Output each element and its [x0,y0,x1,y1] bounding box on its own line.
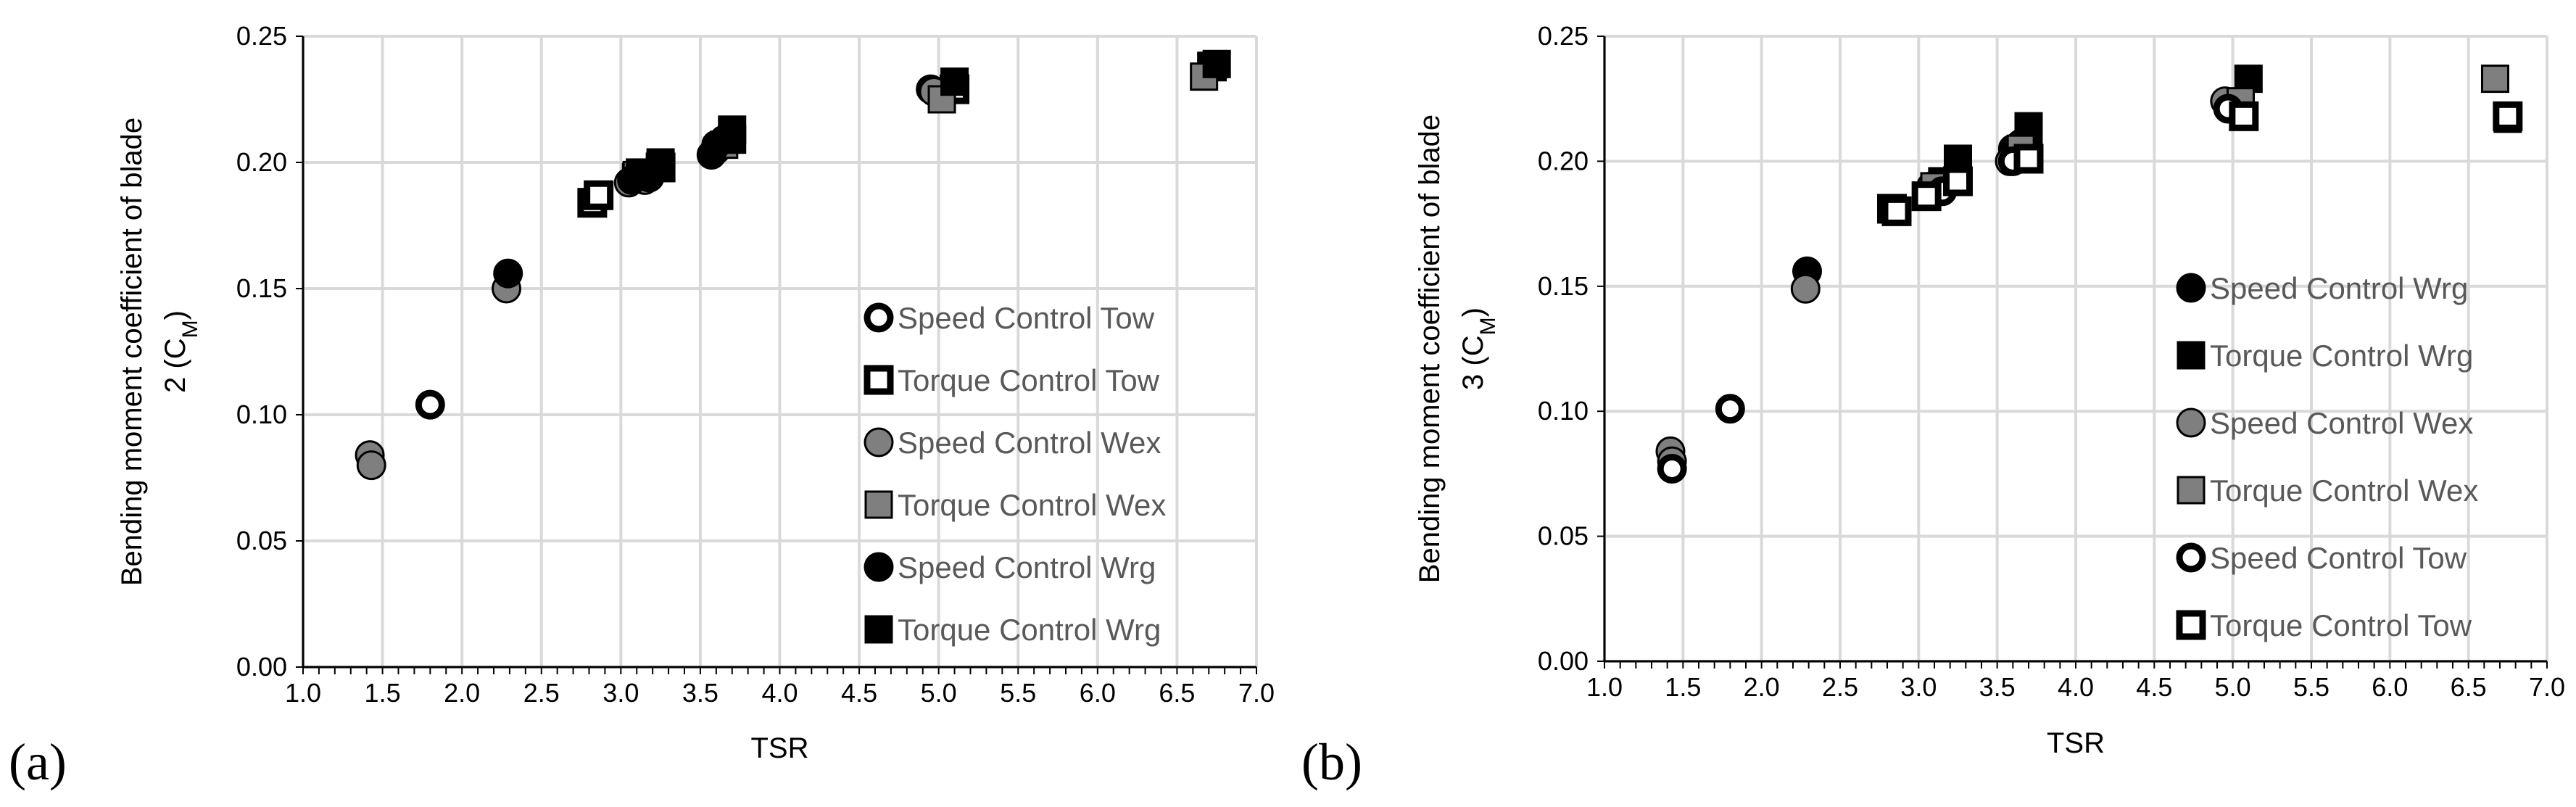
x-tick-label: 1.0 [1586,672,1623,702]
data-point [584,180,614,210]
chart-panel-a: 1.0 1.5 2.0 2.5 3.0 3.5 4.0 4.5 5.0 5.5 6.0 6.5 7.0 0… [9,21,1275,791]
legend-label: Torque Control Wex [2210,473,2478,508]
y-tick-label: 0.05 [1538,521,1589,551]
x-tick-label: 2.5 [523,678,560,708]
x-tick-label: 6.5 [2451,672,2487,702]
y-tick-label: 0.15 [236,273,287,303]
x-tick-label: 2.0 [444,678,480,708]
data-point [1202,49,1231,78]
data-point [2229,101,2259,131]
data-point [940,67,969,96]
data-point [356,450,386,481]
x-axis-title: TSR [2047,727,2105,759]
panel-label: (b) [1301,733,1362,791]
y-tick-label: 0.05 [236,526,287,555]
y-tick-label: 0.00 [236,652,287,682]
x-tick-label: 6.5 [1159,678,1195,708]
y-tick-label: 0.00 [1538,646,1589,676]
legend-label: Torque Control Tow [2210,608,2472,642]
x-axis-title: TSR [751,732,809,764]
legend-marker [2176,407,2206,438]
legend: Speed Control Tow Torque Control Tow Speed… [864,301,1166,647]
legend-label: Speed Control Wrg [898,550,1156,584]
y-tick-label: 0.10 [1538,396,1589,426]
data-point [1715,394,1745,424]
legend-marker [2177,341,2206,370]
data-point [1881,196,1912,226]
legend-label: Speed Control Wex [898,426,1161,460]
x-tick-label: 5.5 [2293,672,2329,702]
x-tick-label: 3.0 [1900,672,1937,702]
legend-label: Speed Control Tow [2210,541,2467,575]
x-tick-label: 4.5 [841,678,877,708]
x-tick-label: 7.0 [1238,678,1275,708]
x-tick-label: 3.0 [602,678,639,708]
legend-label: Torque Control Wrg [2210,339,2473,373]
legend-marker [864,302,894,333]
data-point [1657,454,1687,484]
x-tick-label: 2.0 [1744,672,1780,702]
data-point [493,258,523,289]
y-axis-title-line1: Bending moment coefficient of blade [116,117,148,586]
legend-marker [2176,542,2206,573]
legend-marker [864,615,893,644]
x-tick-label: 1.0 [285,678,321,708]
legend-label: Speed Control Wex [2210,406,2473,440]
y-tick-label: 0.20 [236,147,287,177]
legend-marker [864,552,894,582]
x-tick-label: 4.5 [2136,672,2172,702]
legend-marker [864,365,894,395]
legend-label: Torque Control Wrg [898,613,1161,647]
series-torque-control-tow [1877,101,2523,226]
x-tick-label: 6.0 [2372,672,2408,702]
legend-label: Torque Control Wex [898,488,1166,522]
x-tick-label: 3.5 [682,678,718,708]
data-point [415,389,445,420]
legend-marker [864,490,893,519]
legend-marker [2176,610,2206,640]
legend-marker [864,427,894,458]
data-point [646,148,675,177]
x-tick-label: 3.5 [1979,672,2016,702]
panel-label: (a) [9,733,67,791]
legend-label: Torque Control Tow [898,363,1160,397]
data-point [2481,65,2509,94]
legend-marker [2177,476,2206,505]
x-tick-label: 7.0 [2529,672,2565,702]
data-point [1943,166,1973,196]
y-axis-title-line2: 2 (CM) [160,310,202,393]
x-tick-label: 5.0 [2215,672,2251,702]
legend-label: Speed Control Wrg [2210,271,2468,305]
legend-label: Speed Control Tow [898,301,1155,335]
x-tick-label: 5.0 [921,678,957,708]
y-axis-title-line1: Bending moment coefficient of blade [1414,115,1446,583]
y-tick-label: 0.15 [1538,271,1589,301]
x-tick-label: 6.0 [1080,678,1116,708]
y-tick-label: 0.20 [1538,146,1589,175]
data-point [718,115,747,144]
y-tick-label: 0.25 [236,21,287,51]
legend: Speed Control Wrg Torque Control Wrg Speed… [2176,271,2478,642]
chart-panel-b: 1.0 1.5 2.0 2.5 3.0 3.5 4.0 4.5 5.0 5.5 6.0 6.5 7.0 0… [1301,21,2565,791]
x-tick-label: 1.5 [365,678,401,708]
x-tick-label: 2.5 [1822,672,1858,702]
data-point [2013,144,2044,174]
x-tick-label: 1.5 [1665,672,1701,702]
y-axis-title-line2: 3 (CM) [1457,307,1500,390]
data-point [1911,181,1942,212]
y-tick-label: 0.25 [1538,21,1589,51]
y-tick-label: 0.10 [236,400,287,429]
legend-marker [2176,273,2206,303]
x-tick-label: 4.0 [2058,672,2094,702]
x-tick-label: 4.0 [761,678,798,708]
data-point [2493,101,2523,131]
series-torque-control-wrg [626,49,1231,187]
x-tick-label: 5.5 [1000,678,1036,708]
data-point [1790,273,1821,304]
